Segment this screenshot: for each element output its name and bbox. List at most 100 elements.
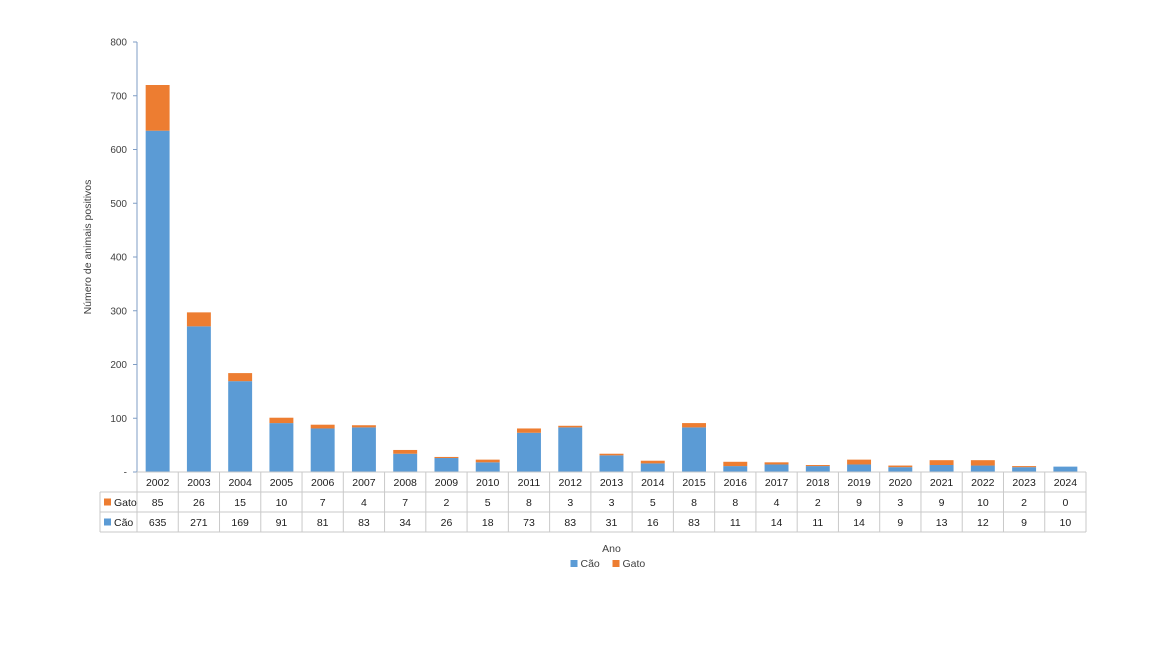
x-tick-label: 2017 — [765, 477, 789, 489]
data-label: 8 — [526, 497, 532, 509]
x-tick-label: 2007 — [352, 477, 376, 489]
bar-gato-2011 — [517, 428, 541, 433]
bar-gato-2002 — [145, 85, 170, 131]
bar-co-2004 — [228, 381, 253, 472]
bar-co-2024 — [1053, 466, 1078, 472]
bar-gato-2023 — [1012, 466, 1037, 468]
data-label: 7 — [402, 497, 408, 509]
x-tick-label: 2010 — [476, 477, 500, 489]
data-label: 2 — [444, 497, 450, 509]
table-row-label: Gato — [114, 497, 137, 509]
data-label: 9 — [856, 497, 862, 509]
data-label: 10 — [1060, 517, 1072, 529]
y-tick-label: 500 — [110, 199, 127, 210]
data-label: 14 — [771, 517, 783, 529]
bar-gato-2018 — [805, 465, 830, 467]
x-tick-label: 2013 — [600, 477, 624, 489]
x-tick-label: 2022 — [971, 477, 995, 489]
data-label: 9 — [1021, 517, 1027, 529]
data-label: 635 — [149, 517, 167, 529]
legend: Cão Gato — [570, 558, 645, 570]
bar-gato-2010 — [475, 459, 500, 463]
x-tick-label: 2021 — [930, 477, 954, 489]
bar-gato-2009 — [434, 456, 459, 459]
bar-co-2008 — [393, 453, 418, 472]
bar-co-2019 — [847, 464, 872, 472]
bar-co-2018 — [805, 466, 830, 472]
data-label: 85 — [152, 497, 164, 509]
data-label: 83 — [688, 517, 700, 529]
bar-gato-2014 — [640, 460, 665, 464]
data-label: 16 — [647, 517, 659, 529]
data-label: 7 — [320, 497, 326, 509]
axes: 800 700 600 500 400 300 200 100 - — [110, 38, 138, 479]
data-label: 3 — [567, 497, 573, 509]
x-tick-label: 2009 — [435, 477, 459, 489]
bar-co-2020 — [888, 467, 913, 472]
y-axis-title: Número de animais positivos — [82, 180, 94, 315]
bar-gato-2017 — [764, 462, 789, 465]
data-label: 8 — [732, 497, 738, 509]
data-label: 91 — [276, 517, 288, 529]
bar-co-2007 — [351, 427, 376, 472]
x-tick-label: 2006 — [311, 477, 335, 489]
bar-co-2021 — [929, 465, 954, 472]
data-table: 2002 2003 2004 2005 2006 2007 2008 2009 2010 2011… — [99, 471, 1087, 533]
y-tick-label: 600 — [110, 145, 127, 156]
bar-co-2003 — [186, 326, 211, 472]
bar-gato-2016 — [723, 461, 748, 467]
data-label: 3 — [897, 497, 903, 509]
bar-gato-2005 — [269, 417, 294, 424]
x-axis-title: Ano — [602, 543, 621, 555]
x-tick-label: 2019 — [847, 477, 871, 489]
data-label: 2 — [815, 497, 821, 509]
y-tick-label: 800 — [110, 38, 127, 49]
y-tick-label: 200 — [110, 360, 127, 371]
table-row-label: Cão — [114, 517, 133, 529]
bar-co-2002 — [145, 130, 170, 472]
bar-gato-2020 — [888, 465, 913, 468]
x-tick-label: 2014 — [641, 477, 665, 489]
bar-gato-2015 — [682, 423, 706, 428]
bar-co-2006 — [310, 428, 335, 472]
data-label: 14 — [853, 517, 865, 529]
data-label: 83 — [564, 517, 576, 529]
table-legend-key — [104, 518, 111, 526]
legend-key — [612, 560, 620, 567]
x-tick-label: 2003 — [187, 477, 211, 489]
data-label: 3 — [609, 497, 615, 509]
bar-gato-2006 — [310, 424, 335, 429]
y-tick-label: 300 — [110, 306, 127, 317]
data-label: 83 — [358, 517, 370, 529]
bar-gato-2022 — [970, 460, 995, 466]
bar-gato-2004 — [228, 373, 253, 382]
data-label: 0 — [1062, 497, 1068, 509]
x-tick-label: 2004 — [228, 477, 252, 489]
data-label: 5 — [485, 497, 491, 509]
bar-gato-2003 — [186, 312, 211, 327]
bar-co-2012 — [558, 427, 583, 472]
y-tick-label: 400 — [110, 253, 127, 264]
data-label: 12 — [977, 517, 989, 529]
bar-co-2013 — [599, 455, 624, 472]
data-label: 34 — [399, 517, 411, 529]
data-label: 11 — [730, 517, 741, 529]
data-label: 9 — [897, 517, 903, 529]
data-label: 13 — [936, 517, 948, 529]
data-label: 73 — [523, 517, 535, 529]
bar-gato-2012 — [558, 425, 583, 428]
x-tick-label: 2005 — [270, 477, 294, 489]
x-tick-label: 2018 — [806, 477, 830, 489]
data-label: 2 — [1021, 497, 1027, 509]
bar-gato-2021 — [929, 460, 954, 466]
bars — [145, 85, 1078, 472]
bar-co-2005 — [269, 423, 294, 472]
data-label: 15 — [234, 497, 246, 509]
bar-co-2011 — [517, 432, 541, 472]
x-tick-label: 2011 — [518, 477, 541, 489]
table-legend-key — [104, 498, 111, 506]
data-label: 31 — [606, 517, 618, 529]
bar-gato-2013 — [599, 453, 624, 456]
x-tick-label: 2015 — [682, 477, 706, 489]
